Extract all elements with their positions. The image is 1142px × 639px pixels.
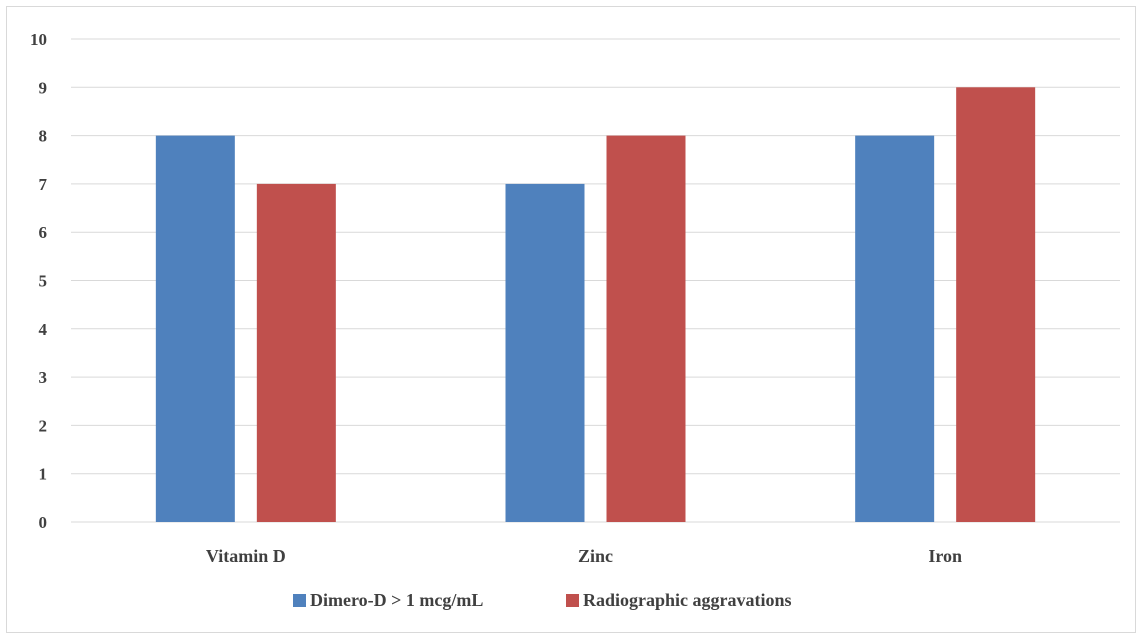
- y-tick-label: 2: [39, 416, 48, 435]
- x-axis-categories: Vitamin D Zinc Iron: [206, 546, 962, 566]
- legend-swatch-1: [293, 594, 306, 607]
- y-tick-label: 0: [39, 513, 48, 532]
- y-axis-ticks: 0 1 2 3 4 5 6 7 8 9 10: [30, 30, 48, 532]
- y-tick-label: 9: [39, 78, 48, 97]
- x-category-label: Vitamin D: [206, 546, 286, 566]
- bar-iron-series-2: [956, 87, 1036, 523]
- legend-swatch-2: [566, 594, 579, 607]
- bar-iron-series-1: [855, 135, 935, 522]
- bar-zinc-series-2: [606, 135, 686, 522]
- x-category-label: Zinc: [578, 546, 613, 566]
- legend: Dimero-D > 1 mcg/mL Radiographic aggravat…: [293, 590, 792, 610]
- x-category-label: Iron: [928, 546, 962, 566]
- y-tick-label: 6: [39, 223, 48, 242]
- y-tick-label: 7: [39, 175, 48, 194]
- legend-label-1: Dimero-D > 1 mcg/mL: [310, 590, 483, 610]
- legend-label-2: Radiographic aggravations: [583, 590, 792, 610]
- gridlines: [71, 38, 1120, 523]
- bar-zinc-series-1: [505, 183, 585, 522]
- bars: [155, 87, 1036, 523]
- y-tick-label: 8: [39, 127, 48, 146]
- y-tick-label: 3: [39, 368, 48, 387]
- bar-vitamin-d-series-1: [155, 135, 235, 522]
- y-tick-label: 5: [39, 272, 48, 291]
- bar-vitamin-d-series-2: [256, 183, 336, 522]
- y-tick-label: 1: [39, 465, 48, 484]
- y-tick-label: 4: [39, 320, 48, 339]
- y-tick-label: 10: [30, 30, 47, 49]
